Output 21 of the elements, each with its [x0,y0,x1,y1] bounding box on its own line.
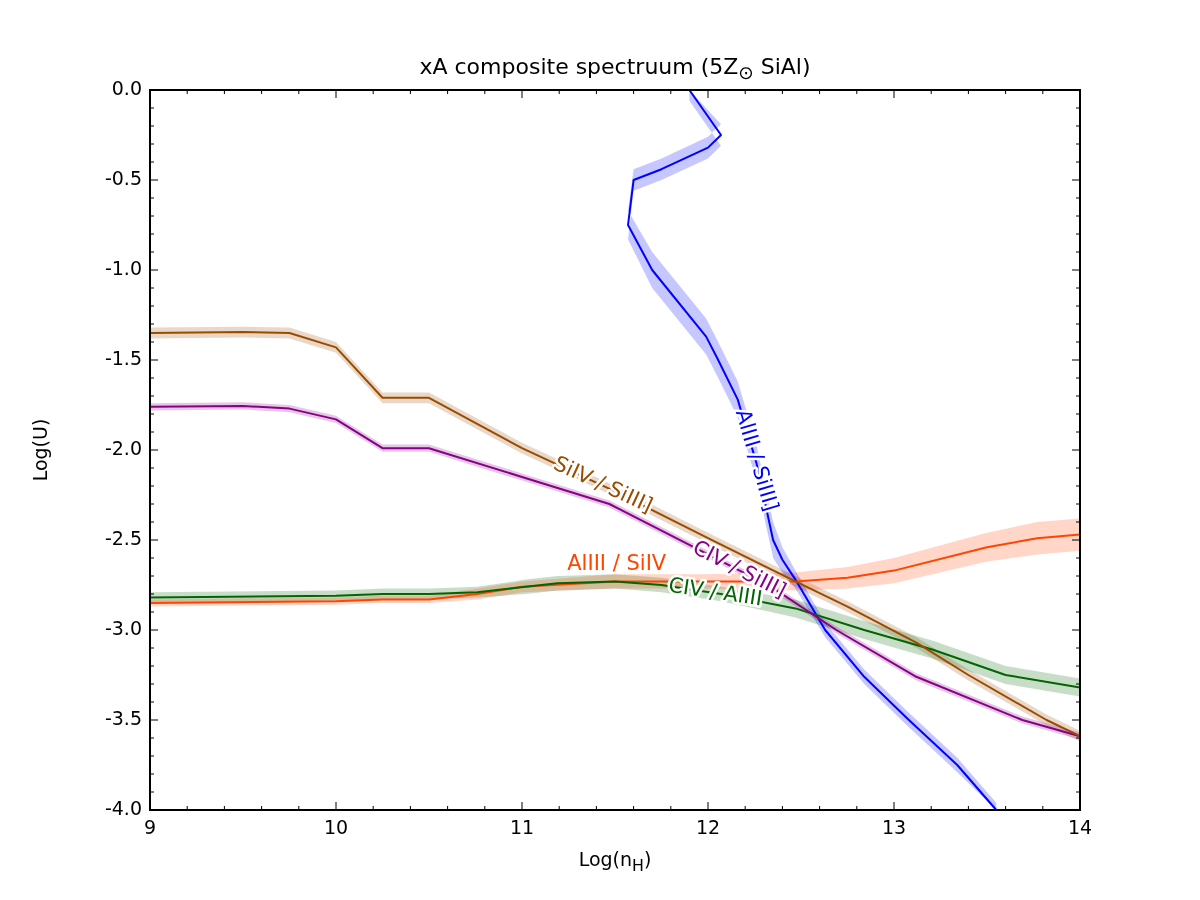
y-tick-label: -4.0 [104,796,142,819]
x-tick-label: 14 [1067,816,1093,839]
y-tick-label: -1.0 [104,256,142,279]
text: AlIII / SiIII] [730,406,784,514]
x-tick-label: 11 [509,816,535,839]
x-tick-label: 13 [881,816,907,839]
y-axis-title: Log(U) [29,418,51,482]
y-tick-label: -1.5 [104,346,142,369]
text: SiIV / SiIII] [550,451,657,518]
x-axis-title: Log(n$_{H}$) [578,848,652,875]
y-tick-label: -2.5 [104,526,142,549]
y-tick-label: -3.0 [104,616,142,639]
y-tick-label: -2.0 [104,436,142,459]
x-tick-label: 9 [143,816,157,839]
series-label: AlIII / SiIV [567,550,667,575]
y-tick-label: -3.5 [104,706,142,729]
x-tick-label: 12 [695,816,721,839]
y-tick-label: -0.5 [104,166,142,189]
y-tick-label: 0.0 [111,76,142,99]
chart-title: xA composite spectruum (5Z$_{⊙}$ SiAl) [419,54,811,84]
x-tick-label: 10 [323,816,349,839]
